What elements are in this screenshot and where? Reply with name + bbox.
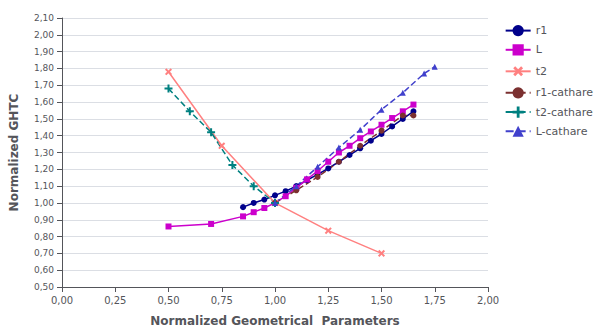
svg-text:Normalized GHTC: Normalized GHTC xyxy=(7,93,21,211)
svg-text:1,25: 1,25 xyxy=(317,295,339,306)
svg-text:1,60: 1,60 xyxy=(34,97,54,107)
svg-text:1,30: 1,30 xyxy=(34,148,54,158)
svg-text:1,50: 1,50 xyxy=(370,295,392,306)
svg-text:2,00: 2,00 xyxy=(34,30,54,40)
svg-text:1,40: 1,40 xyxy=(34,131,54,141)
svg-text:r1: r1 xyxy=(536,24,548,37)
svg-text:1,50: 1,50 xyxy=(34,114,54,124)
svg-text:0,80: 0,80 xyxy=(34,232,54,242)
svg-text:1,10: 1,10 xyxy=(34,181,54,191)
svg-text:r1-cathare: r1-cathare xyxy=(536,86,594,99)
svg-text:Normalized Geometrical Parame: Normalized Geometrical Parameters xyxy=(150,314,399,328)
svg-text:1,90: 1,90 xyxy=(34,47,54,57)
svg-text:0,70: 0,70 xyxy=(34,248,54,258)
svg-text:L-cathare: L-cathare xyxy=(536,125,588,138)
svg-text:0,75: 0,75 xyxy=(211,295,233,306)
svg-text:0,50: 0,50 xyxy=(157,295,179,306)
svg-text:0,90: 0,90 xyxy=(34,215,54,225)
svg-text:0,60: 0,60 xyxy=(34,265,54,275)
svg-text:1,20: 1,20 xyxy=(34,164,54,174)
svg-text:1,00: 1,00 xyxy=(264,295,286,306)
svg-text:1,75: 1,75 xyxy=(424,295,446,306)
svg-text:0,50: 0,50 xyxy=(34,282,54,292)
svg-text:1,80: 1,80 xyxy=(34,63,54,73)
svg-text:0,00: 0,00 xyxy=(51,295,73,306)
svg-text:2,10: 2,10 xyxy=(34,13,54,23)
svg-text:L: L xyxy=(536,43,543,56)
svg-text:1,70: 1,70 xyxy=(34,80,54,90)
svg-text:1,00: 1,00 xyxy=(34,198,54,208)
svg-text:0,25: 0,25 xyxy=(104,295,126,306)
svg-text:t2: t2 xyxy=(536,65,547,78)
svg-text:2,00: 2,00 xyxy=(477,295,499,306)
svg-text:t2-cathare: t2-cathare xyxy=(536,106,593,119)
